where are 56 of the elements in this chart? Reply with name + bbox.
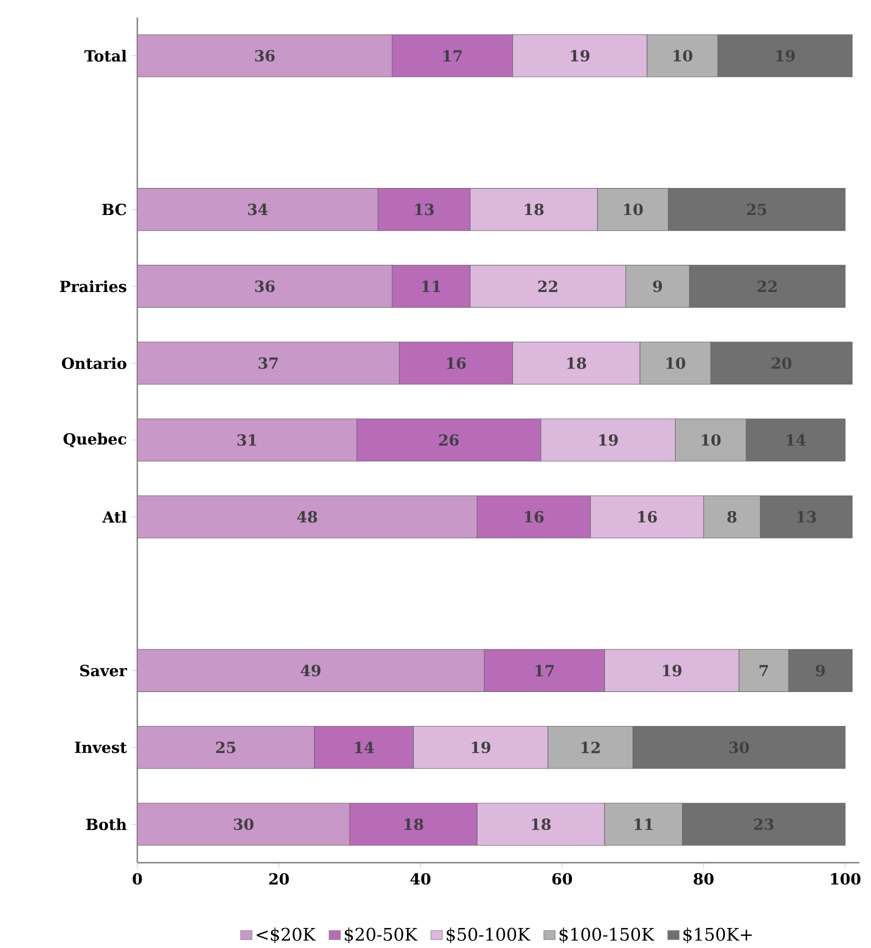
legend-label: <$20K [256, 927, 316, 944]
legend-label: $50-100K [446, 927, 531, 944]
data-label: 12 [582, 742, 600, 754]
data-label: 9 [653, 280, 662, 292]
data-label: 16 [638, 511, 658, 523]
data-label: 48 [297, 511, 318, 523]
y-tick-label: Both [86, 818, 127, 830]
data-label: 30 [234, 818, 254, 830]
data-label: 18 [404, 818, 424, 830]
data-label: 26 [439, 434, 459, 446]
data-label: 49 [300, 664, 321, 676]
data-label: 19 [663, 664, 682, 676]
y-tick-label: Total [84, 50, 127, 62]
data-label: 10 [624, 204, 643, 216]
data-label: 19 [599, 434, 618, 446]
y-tick-label: Ontario [62, 357, 126, 370]
data-label: 14 [355, 742, 374, 754]
data-label: 7 [760, 664, 768, 676]
legend-label: $100-150K [560, 927, 655, 944]
data-label: 17 [536, 664, 554, 676]
data-label: 18 [532, 818, 551, 830]
data-label: 11 [422, 280, 440, 292]
data-label: 18 [568, 357, 586, 369]
data-label: 19 [472, 742, 491, 754]
y-tick-label: Invest [75, 742, 128, 754]
y-tick-label: BC [102, 204, 126, 216]
y-tick-label: Prairies [60, 280, 126, 292]
data-label: 13 [415, 204, 434, 216]
data-label: 36 [255, 50, 275, 62]
data-label: 11 [634, 818, 653, 830]
legend-label: $150K+ [684, 927, 752, 944]
data-label: 36 [255, 280, 275, 292]
y-tick-label: Saver [80, 664, 128, 676]
x-tick-label: 40 [410, 873, 431, 885]
x-tick-label: 60 [552, 873, 572, 885]
x-tick-label: 20 [269, 873, 290, 885]
data-label: 18 [525, 204, 544, 216]
data-label: 19 [571, 50, 590, 62]
data-label: 22 [538, 280, 558, 292]
data-label: 16 [447, 357, 466, 369]
legend-label: $20-50K [345, 927, 418, 944]
x-tick-label: 0 [132, 873, 142, 885]
data-label: 10 [702, 434, 721, 446]
x-tick-label: 100 [831, 873, 861, 885]
y-tick-label: Atl [102, 510, 127, 523]
data-label: 25 [216, 742, 236, 754]
data-label: 34 [248, 204, 268, 216]
data-label: 16 [525, 511, 544, 523]
data-label: 10 [666, 357, 686, 369]
data-label: 10 [674, 50, 693, 62]
data-label: 31 [238, 434, 256, 446]
y-tick-label: Quebec [64, 432, 126, 448]
data-label: 17 [444, 50, 462, 62]
x-tick-label: 80 [694, 873, 714, 885]
data-label: 37 [258, 357, 278, 369]
data-label: 8 [728, 511, 737, 523]
